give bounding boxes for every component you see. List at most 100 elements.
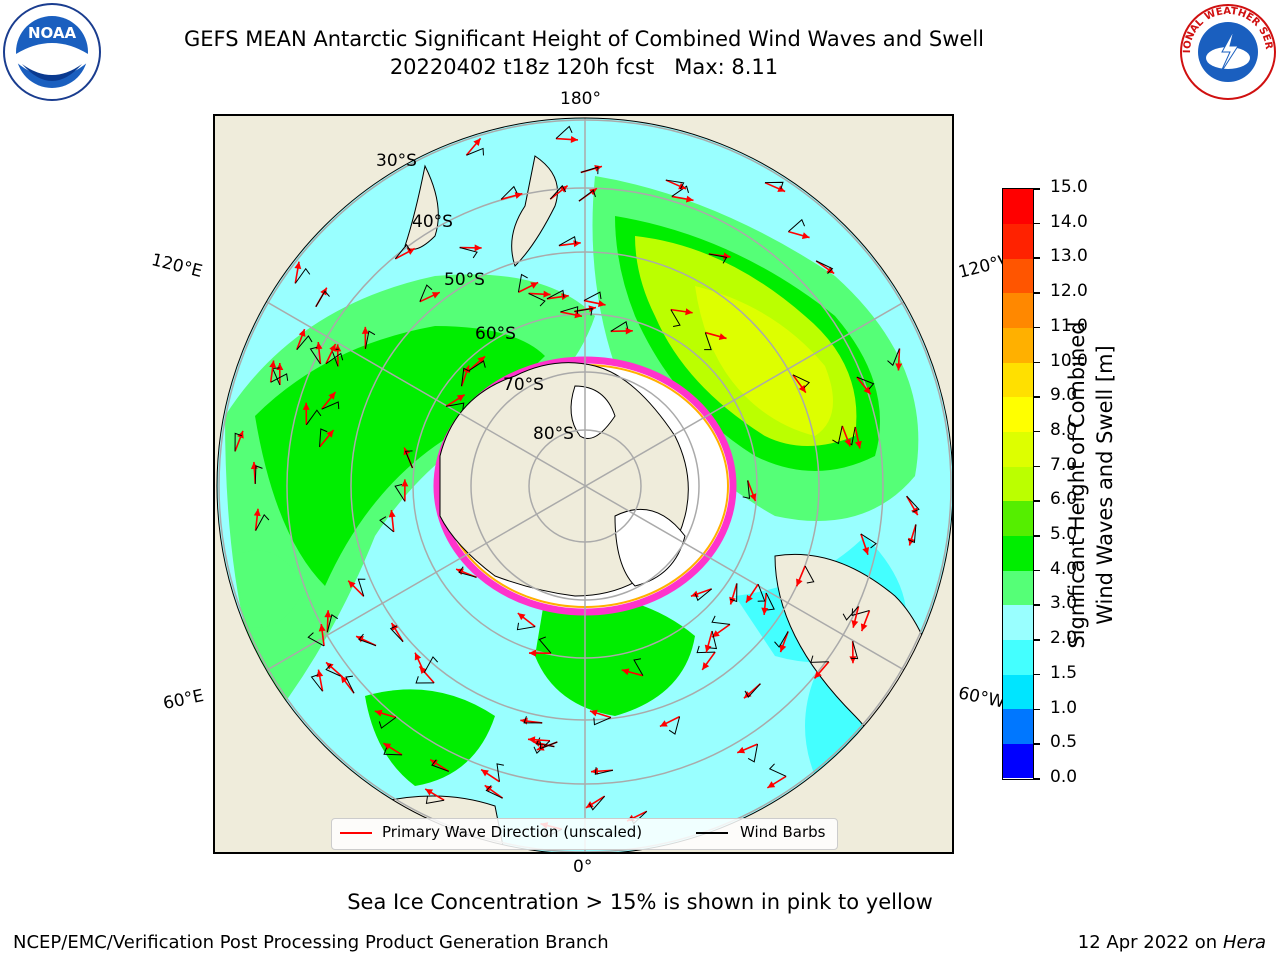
wind-barb [729,583,738,603]
wave-arrow-head [543,290,551,298]
wave-arrow-head [374,709,383,717]
wind-barb [310,674,323,692]
colorbar-tick [1034,535,1040,537]
wind-barb [309,346,321,365]
wind-barb [415,676,435,684]
lon-label-120e: 120°E [149,250,205,282]
wave-arrow-head [326,430,334,438]
lat-label-30s: 30°S [376,151,417,171]
wave-arrow-head [704,644,712,653]
wave-arrow-head [474,244,482,252]
wind-barb [696,645,716,654]
wind-barb [319,428,328,447]
wind-barb [594,767,614,775]
colorbar-tick [1034,708,1040,711]
wind-barb [468,360,486,372]
wind-barb [768,763,787,777]
wind-barb [851,608,870,617]
colorbar-segment [1003,570,1033,606]
colorbar-tick [1034,292,1040,294]
wind-barb [425,796,445,804]
wind-barb [815,260,834,274]
wind-barb [431,759,449,772]
lat-label-80s: 80°S [533,424,574,444]
wave-arrow-head [749,493,757,502]
wave-arrow-head [324,610,332,618]
colorbar-segment [1003,431,1033,467]
wave-arrow-head [826,266,835,274]
wind-barb [546,289,565,300]
wind-barb [389,625,404,643]
wave-arrow-head [743,690,752,699]
wave-arrow-head [589,188,597,196]
wind-barb [500,185,518,200]
wave-arrow-head [851,620,859,628]
wind-barb [485,785,503,799]
lon-label-60w: 60°W [956,683,1007,713]
wave-arrow-head [737,746,746,754]
wind-barb [792,374,811,388]
colorbar-tick-label: 15.0 [1050,177,1088,197]
wave-arrow-head [425,788,434,796]
wind-barb [810,655,829,663]
wind-barb [593,717,612,726]
colorbar-segment [1003,708,1033,744]
wind-barb [466,147,484,156]
colorbar-tick-label: 2.0 [1050,628,1078,649]
colorbar-segment [1003,362,1033,398]
wave-arrow-head [767,781,776,788]
wave-arrow-head [625,327,633,335]
wave-arrow-head [685,195,694,203]
nws-logo: NATIONAL WEATHER SERVICE [1178,2,1276,100]
wave-arrow-head [796,578,803,587]
wind-barb [325,352,344,365]
colorbar-title: Significant Height of Combined Wind Wave… [1065,321,1117,649]
lat-label-70s: 70°S [503,375,544,395]
wave-arrow-head [302,402,310,410]
colorbar-segment [1003,396,1033,433]
colorbar-segment [1003,327,1033,363]
colorbar-tick-label: 7.0 [1050,454,1078,475]
wave-arrow-head [477,356,486,364]
colorbar-tick [1034,222,1040,225]
colorbar-segment [1003,639,1033,675]
footer-machine: Hera [1222,932,1266,953]
noaa-logo: NOAA [3,3,101,101]
wave-arrow-head [685,308,693,316]
polar-map [215,116,952,852]
colorbar [1002,188,1034,780]
wind-barb [842,606,859,621]
wave-arrow-head [253,508,261,517]
wave-arrow-head [723,252,731,260]
wave-arrow-head [761,607,769,615]
colorbar-tick-label: 5.0 [1050,524,1078,545]
wave-arrow-swatch [340,832,372,834]
wind-barb [419,284,433,302]
colorbar-tick [1034,188,1040,190]
lat-label-60s: 60°S [475,324,516,344]
colorbar-segment [1003,500,1033,536]
wind-barb [742,480,751,500]
wave-arrow-head [514,192,523,199]
colorbar-tick-label: 14.0 [1050,211,1088,232]
wave-arrow-head [659,720,668,727]
lat-label-40s: 40°S [412,212,453,232]
wave-arrow-head [814,670,822,679]
wind-barb [560,306,579,314]
wave-arrow-head [798,384,806,393]
colorbar-tick-label: 13.0 [1050,246,1088,267]
wave-arrow-head [702,662,710,670]
wave-arrow-head [361,326,369,334]
wind-barb [305,409,322,426]
wave-arrow-head [329,343,336,352]
colorbar-segment [1003,674,1033,710]
wind-barb [694,588,712,602]
wind-barb [461,367,471,387]
colorbar-segment [1003,223,1033,259]
wind-barb [326,614,338,633]
wind-barb [379,516,395,533]
wave-arrow-head [779,644,787,653]
wind-barb [357,578,366,597]
wind-barb [633,658,644,676]
colorbar-tick [1034,396,1040,398]
